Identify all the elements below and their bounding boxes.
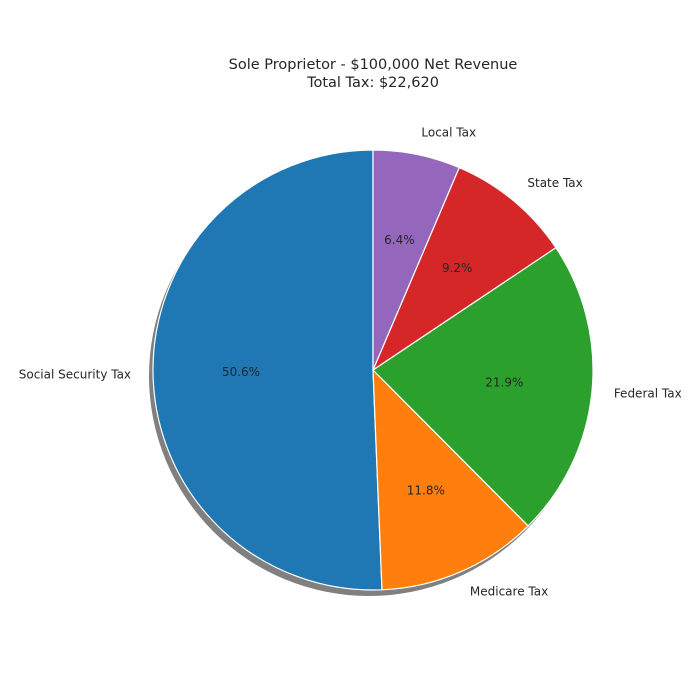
pct-label-state-tax: 9.2%	[442, 261, 473, 275]
slice-label-state-tax: State Tax	[527, 176, 582, 190]
slice-label-local-tax: Local Tax	[421, 125, 476, 139]
pie-slice-local-tax	[372, 149, 460, 371]
chart-title-line2: Total Tax: $22,620	[306, 75, 439, 91]
pie-slice-federal-tax	[372, 247, 594, 527]
pie-slice-medicare-tax	[372, 369, 529, 591]
pct-label-federal-tax: 21.9%	[485, 376, 523, 390]
slice-label-social-security-tax: Social Security Tax	[19, 367, 131, 381]
slice-label-federal-tax: Federal Tax	[614, 386, 682, 400]
pct-label-medicare-tax: 11.8%	[407, 483, 445, 497]
pie-slice-social-security-tax	[152, 149, 383, 591]
slice-label-medicare-tax: Medicare Tax	[470, 584, 548, 598]
pie-slice-state-tax	[372, 166, 557, 371]
pct-label-social-security-tax: 50.6%	[222, 365, 260, 379]
pct-label-local-tax: 6.4%	[384, 233, 415, 247]
pie-labels: Social Security Tax 50.6% Medicare Tax 11.8…	[19, 125, 682, 598]
pie-slices	[152, 149, 594, 591]
chart-title-line1: Sole Proprietor - $100,000 Net Revenue	[229, 57, 518, 73]
